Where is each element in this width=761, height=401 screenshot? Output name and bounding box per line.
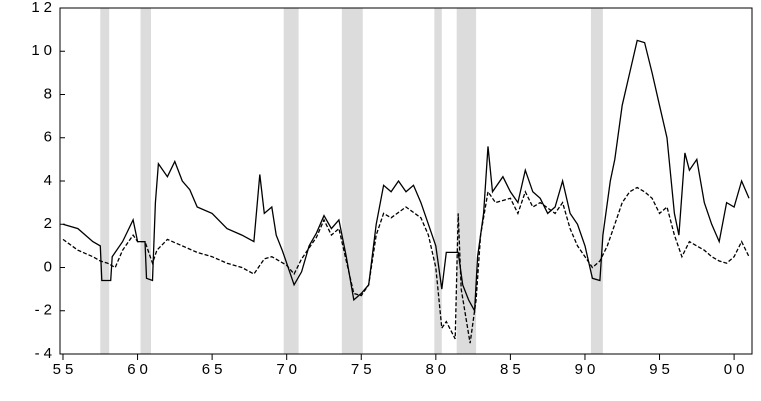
recession-band bbox=[341, 8, 363, 354]
x-tick-label: 95 bbox=[649, 361, 674, 378]
y-tick-label: 6 bbox=[44, 129, 56, 146]
recession-band bbox=[100, 8, 110, 354]
y-tick-label: 0 bbox=[44, 258, 56, 275]
y-tick-label: -4 bbox=[35, 345, 56, 362]
recession-band bbox=[140, 8, 151, 354]
x-tick-label: 85 bbox=[500, 361, 525, 378]
series-line bbox=[62, 186, 750, 344]
series-line bbox=[62, 39, 750, 314]
recession-band bbox=[283, 8, 299, 354]
recession-band bbox=[456, 8, 477, 354]
recession-band bbox=[434, 8, 442, 354]
x-tick-label: 75 bbox=[351, 361, 376, 378]
x-tick-label: 65 bbox=[202, 361, 227, 378]
y-tick-label: 4 bbox=[44, 172, 56, 189]
x-tick-label: 55 bbox=[53, 361, 78, 378]
x-tick-label: 60 bbox=[127, 361, 152, 378]
y-tick-label: 8 bbox=[44, 85, 56, 102]
x-tick-label: 80 bbox=[425, 361, 450, 378]
y-tick-label: -2 bbox=[35, 302, 56, 319]
plot-frame bbox=[59, 7, 753, 355]
x-tick-label: 70 bbox=[276, 361, 301, 378]
recession-band bbox=[590, 8, 603, 354]
y-tick-label: 2 bbox=[44, 215, 56, 232]
x-tick-label: 00 bbox=[724, 361, 749, 378]
y-tick-label: 10 bbox=[31, 42, 56, 59]
y-tick-label: 12 bbox=[31, 0, 56, 16]
x-tick-label: 90 bbox=[575, 361, 600, 378]
